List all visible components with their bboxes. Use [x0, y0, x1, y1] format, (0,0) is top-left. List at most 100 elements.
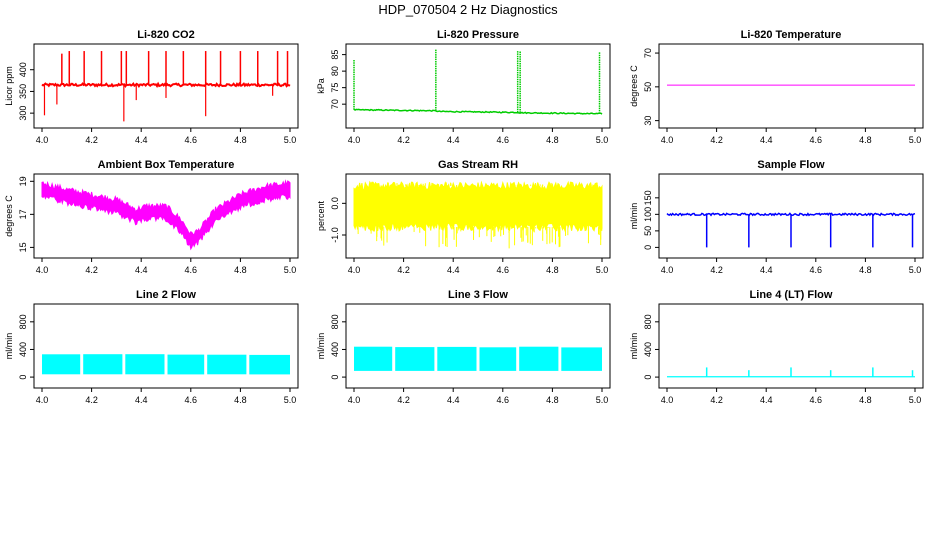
- x-tick-label: 4.6: [185, 135, 198, 145]
- data-band-segment: [395, 347, 435, 371]
- x-tick-label: 4.2: [397, 395, 410, 405]
- x-tick-label: 4.4: [760, 265, 773, 275]
- data-band-segment: [519, 346, 559, 371]
- y-tick-label: 0: [330, 375, 340, 380]
- data-band-segment: [125, 354, 165, 375]
- x-tick-label: 4.0: [661, 135, 674, 145]
- plot-title: Sample Flow: [757, 159, 825, 171]
- x-tick-label: 4.0: [661, 265, 674, 275]
- x-tick-label: 4.2: [710, 135, 723, 145]
- y-tick-label: 800: [18, 314, 28, 329]
- y-tick-label: 100: [643, 207, 653, 222]
- plot-title: Li-820 Temperature: [741, 29, 842, 41]
- x-tick-label: 4.6: [185, 265, 198, 275]
- data-band-segment: [42, 354, 81, 375]
- x-tick-label: 5.0: [284, 135, 297, 145]
- y-axis-label: Licor ppm: [4, 66, 14, 106]
- data-band-segment: [354, 346, 393, 371]
- y-tick-label: 800: [330, 314, 340, 329]
- x-tick-label: 4.8: [234, 395, 247, 405]
- plot-title: Li-820 CO2: [137, 29, 194, 41]
- x-tick-label: 5.0: [909, 265, 922, 275]
- x-tick-label: 4.8: [546, 135, 559, 145]
- y-tick-label: 400: [330, 342, 340, 357]
- y-axis-label: degrees C: [4, 195, 14, 237]
- x-tick-label: 4.4: [447, 135, 460, 145]
- y-tick-label: 350: [18, 84, 28, 99]
- data-band-segment: [83, 354, 123, 375]
- plot-title: Line 2 Flow: [136, 289, 196, 301]
- plot-frame: [345, 43, 611, 129]
- x-tick-label: 5.0: [284, 395, 297, 405]
- x-tick-label: 4.0: [36, 395, 49, 405]
- x-tick-label: 4.4: [760, 395, 773, 405]
- figure-title: HDP_070504 2 Hz Diagnostics: [378, 2, 558, 17]
- x-tick-label: 4.6: [497, 135, 510, 145]
- y-tick-label: 85: [330, 50, 340, 60]
- y-tick-label: 0: [18, 375, 28, 380]
- y-axis-label: ml/min: [316, 333, 326, 360]
- x-tick-label: 5.0: [596, 135, 609, 145]
- x-tick-label: 4.6: [185, 395, 198, 405]
- plot-panel-5: Gas Stream RH 4.0 4.2 4.4 4.6 4.8 5.0 -1.0 0.0 pe…: [316, 159, 611, 275]
- data-band: [41, 179, 291, 251]
- plot-frame: [33, 303, 299, 389]
- plot-panel-6: Sample Flow 4.0 4.2 4.4 4.6 4.8 5.0 0 50 100 150 ml…: [629, 159, 924, 275]
- y-tick-label: 400: [18, 342, 28, 357]
- plot-frame: [658, 43, 924, 129]
- y-axis-label: ml/min: [629, 333, 639, 360]
- data-band-segment: [207, 354, 247, 375]
- y-tick-label: 400: [18, 62, 28, 77]
- plot-panel-9: Line 4 (LT) Flow 4.0 4.2 4.4 4.6 4.8 5.0 0 400 80…: [629, 289, 924, 405]
- x-tick-label: 4.2: [85, 135, 98, 145]
- y-axis-label: ml/min: [4, 333, 14, 360]
- x-tick-label: 5.0: [284, 265, 297, 275]
- x-tick-label: 4.8: [859, 265, 872, 275]
- x-tick-label: 4.0: [36, 135, 49, 145]
- y-axis-label: degrees C: [629, 65, 639, 107]
- y-tick-label: 30: [643, 116, 653, 126]
- plot-frame: [33, 173, 299, 259]
- data-band-segment: [479, 347, 517, 371]
- y-tick-label: 50: [643, 82, 653, 92]
- plot-panel-8: Line 3 Flow 4.0 4.2 4.4 4.6 4.8 5.0 0 400 800 ml/m…: [316, 289, 611, 405]
- data-band-segment: [437, 346, 477, 371]
- x-tick-label: 4.8: [234, 135, 247, 145]
- x-tick-label: 4.8: [546, 265, 559, 275]
- data-band: [353, 180, 603, 233]
- plot-title: Line 3 Flow: [448, 289, 508, 301]
- plot-panel-1: Li-820 CO2 4.0 4.2 4.4 4.6 4.8 5.0 300 350 400 Lic…: [4, 29, 299, 145]
- plot-frame: [33, 43, 299, 129]
- x-tick-label: 4.2: [710, 395, 723, 405]
- plot-frame: [345, 173, 611, 259]
- data-band-segment: [249, 354, 290, 375]
- x-tick-label: 4.6: [810, 395, 823, 405]
- data-band-segment: [167, 354, 205, 375]
- y-tick-label: 80: [330, 66, 340, 76]
- y-tick-label: 0.0: [330, 197, 340, 210]
- x-tick-label: 4.8: [546, 395, 559, 405]
- x-tick-label: 4.4: [447, 265, 460, 275]
- y-tick-label: 50: [643, 226, 653, 236]
- data-band-segment: [561, 347, 602, 371]
- y-tick-label: 75: [330, 83, 340, 93]
- x-tick-label: 4.0: [36, 265, 49, 275]
- x-tick-label: 4.0: [348, 135, 361, 145]
- x-tick-label: 4.4: [135, 135, 148, 145]
- plot-panel-4: Ambient Box Temperature 4.0 4.2 4.4 4.6 4.8 5.…: [4, 159, 299, 275]
- x-tick-label: 4.8: [859, 395, 872, 405]
- x-tick-label: 5.0: [909, 395, 922, 405]
- x-tick-label: 4.6: [810, 265, 823, 275]
- plot-panel-7: Line 2 Flow 4.0 4.2 4.4 4.6 4.8 5.0 0 400 800 ml/m…: [4, 289, 299, 405]
- x-tick-label: 4.8: [859, 135, 872, 145]
- y-axis-label: percent: [316, 200, 326, 231]
- x-tick-label: 4.4: [447, 395, 460, 405]
- x-tick-label: 4.2: [85, 395, 98, 405]
- plot-title: Line 4 (LT) Flow: [750, 289, 833, 301]
- x-tick-label: 4.2: [710, 265, 723, 275]
- x-tick-label: 5.0: [596, 265, 609, 275]
- y-tick-label: 15: [18, 242, 28, 252]
- y-tick-label: 70: [330, 99, 340, 109]
- x-tick-label: 4.0: [661, 395, 674, 405]
